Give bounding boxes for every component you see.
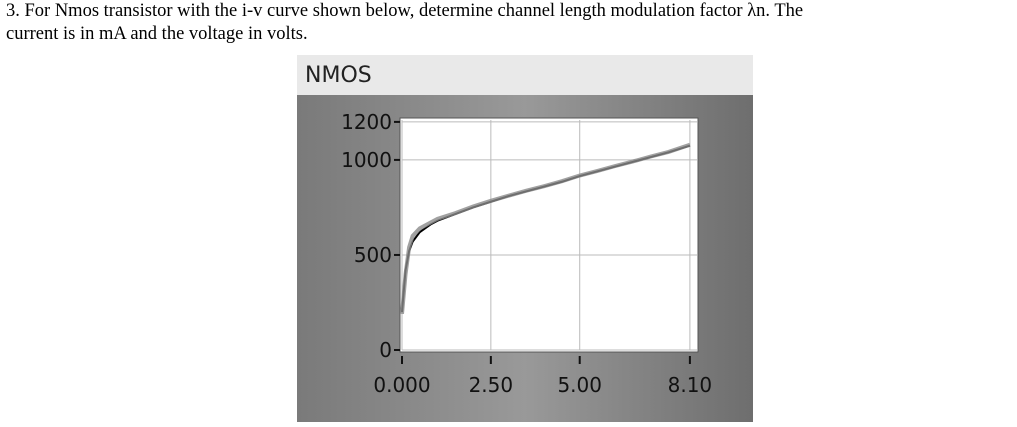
plot-area (399, 117, 699, 353)
y-tick-label: 1000 (341, 148, 392, 172)
x-tick-label: 2.50 (469, 373, 514, 397)
x-tick-label: 0.000 (373, 373, 430, 397)
series-line (400, 142, 691, 315)
header (297, 55, 753, 95)
y-tick-label: 1200 (341, 110, 392, 134)
x-tick-label: 5.00 (557, 373, 602, 397)
question-line: 3. For Nmos transistor with the i-v curv… (6, 1, 804, 21)
y-tick-label: 500 (354, 243, 392, 267)
chart-title: NMOS (305, 63, 372, 88)
question-line: current is in mA and the voltage in volt… (6, 24, 308, 44)
x-tick-label: 8.10 (668, 373, 713, 397)
y-tick-label: 0 (379, 338, 392, 362)
